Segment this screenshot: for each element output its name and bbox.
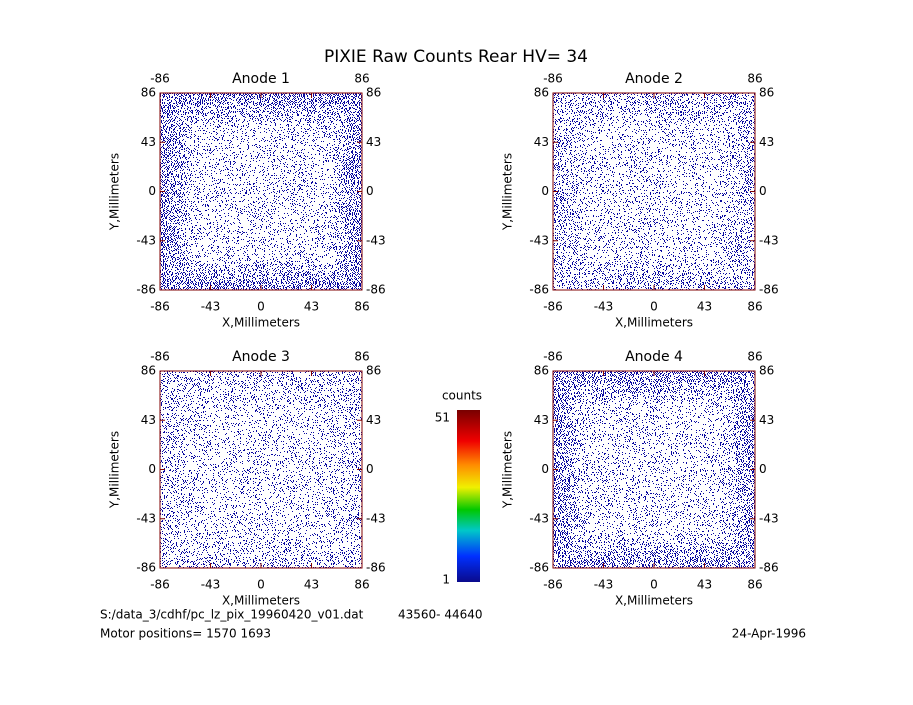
x-tick-label: 86 <box>747 300 762 314</box>
y-tick-label: 43 <box>534 413 549 427</box>
x-tick-label: -86 <box>150 300 170 314</box>
x-tick-label: 86 <box>354 578 369 592</box>
panel-title: Anode 1 <box>232 71 290 87</box>
x-axis-label: X,Millimeters <box>222 316 300 330</box>
x-tick-label: 0 <box>257 578 265 592</box>
x-tick-label: -43 <box>594 578 614 592</box>
x2-tick-label: -86 <box>543 72 563 86</box>
x-axis-label: X,Millimeters <box>615 594 693 608</box>
y-tick-label: -43 <box>529 511 549 525</box>
y2-tick-label: 43 <box>366 135 381 149</box>
y2-tick-label: -86 <box>366 283 386 297</box>
x-axis-label: X,Millimeters <box>222 594 300 608</box>
y-tick-label: 86 <box>534 364 549 378</box>
x-tick-label: -86 <box>543 300 563 314</box>
y2-tick-label: 43 <box>759 135 774 149</box>
y2-tick-label: -43 <box>366 233 386 247</box>
y-tick-label: -86 <box>529 561 549 575</box>
x2-tick-label: -86 <box>150 72 170 86</box>
y2-tick-label: 0 <box>759 184 767 198</box>
y-tick-label: 0 <box>148 184 156 198</box>
x-tick-label: 0 <box>257 300 265 314</box>
colorbar-tick-label: 51 <box>435 411 450 425</box>
y2-tick-label: 86 <box>759 364 774 378</box>
y2-tick-label: -86 <box>366 561 386 575</box>
y2-tick-label: -43 <box>366 511 386 525</box>
count-pixels <box>160 93 362 290</box>
y-tick-label: 86 <box>141 86 156 100</box>
y-tick-label: 43 <box>534 135 549 149</box>
y2-tick-label: -43 <box>759 233 779 247</box>
x2-tick-label: 86 <box>747 72 762 86</box>
x-tick-label: 0 <box>650 300 658 314</box>
y2-tick-label: 86 <box>366 364 381 378</box>
panel-title: Anode 3 <box>232 349 290 365</box>
y-tick-label: 0 <box>541 462 549 476</box>
x-tick-label: 43 <box>304 578 319 592</box>
y2-tick-label: 0 <box>366 184 374 198</box>
x2-tick-label: 86 <box>354 350 369 364</box>
count-pixels <box>553 371 755 568</box>
x-axis-label: X,Millimeters <box>615 316 693 330</box>
y2-tick-label: -86 <box>759 561 779 575</box>
count-pixels <box>553 93 755 290</box>
colorbar-label: counts <box>442 389 482 403</box>
x-tick-label: -43 <box>201 578 221 592</box>
y-tick-label: 86 <box>141 364 156 378</box>
panel-title: Anode 2 <box>625 71 683 87</box>
x2-tick-label: 86 <box>747 350 762 364</box>
y-axis-label: Y,Millimeters <box>108 431 122 509</box>
x-tick-label: -43 <box>201 300 221 314</box>
x-tick-label: -86 <box>150 578 170 592</box>
x-tick-label: 0 <box>650 578 658 592</box>
chart-title: PIXIE Raw Counts Rear HV= 34 <box>324 47 588 67</box>
y2-tick-label: 43 <box>366 413 381 427</box>
y-axis-label: Y,Millimeters <box>108 153 122 231</box>
y2-tick-label: 86 <box>366 86 381 100</box>
colorbar <box>457 410 480 582</box>
y2-tick-label: -43 <box>759 511 779 525</box>
y2-tick-label: 0 <box>366 462 374 476</box>
y-axis-label: Y,Millimeters <box>501 153 515 231</box>
x2-tick-label: -86 <box>543 350 563 364</box>
y-tick-label: -43 <box>136 233 156 247</box>
motor-positions: Motor positions= 1570 1693 <box>100 627 271 641</box>
x-tick-label: 43 <box>697 578 712 592</box>
y2-tick-label: -86 <box>759 283 779 297</box>
y-tick-label: 0 <box>541 184 549 198</box>
y-tick-label: 86 <box>534 86 549 100</box>
x-tick-label: 43 <box>304 300 319 314</box>
x2-tick-label: 86 <box>354 72 369 86</box>
y-tick-label: -86 <box>136 561 156 575</box>
colorbar-tick-label: 1 <box>442 573 450 587</box>
y-tick-label: -43 <box>529 233 549 247</box>
y-tick-label: -43 <box>136 511 156 525</box>
y-axis-label: Y,Millimeters <box>501 431 515 509</box>
count-pixels <box>160 371 362 568</box>
y2-tick-label: 0 <box>759 462 767 476</box>
x-tick-label: -86 <box>543 578 563 592</box>
y-tick-label: -86 <box>136 283 156 297</box>
date: 24-Apr-1996 <box>732 627 806 641</box>
panel-title: Anode 4 <box>625 349 683 365</box>
x-tick-label: -43 <box>594 300 614 314</box>
y2-tick-label: 43 <box>759 413 774 427</box>
x-tick-label: 86 <box>747 578 762 592</box>
y-tick-label: 0 <box>148 462 156 476</box>
y-tick-label: 43 <box>141 135 156 149</box>
x-tick-label: 86 <box>354 300 369 314</box>
time-range: 43560- 44640 <box>398 608 483 622</box>
y-tick-label: -86 <box>529 283 549 297</box>
file-name: S:/data_3/cdhf/pc_lz_pix_19960420_v01.da… <box>100 608 364 622</box>
x2-tick-label: -86 <box>150 350 170 364</box>
y-tick-label: 43 <box>141 413 156 427</box>
y2-tick-label: 86 <box>759 86 774 100</box>
x-tick-label: 43 <box>697 300 712 314</box>
